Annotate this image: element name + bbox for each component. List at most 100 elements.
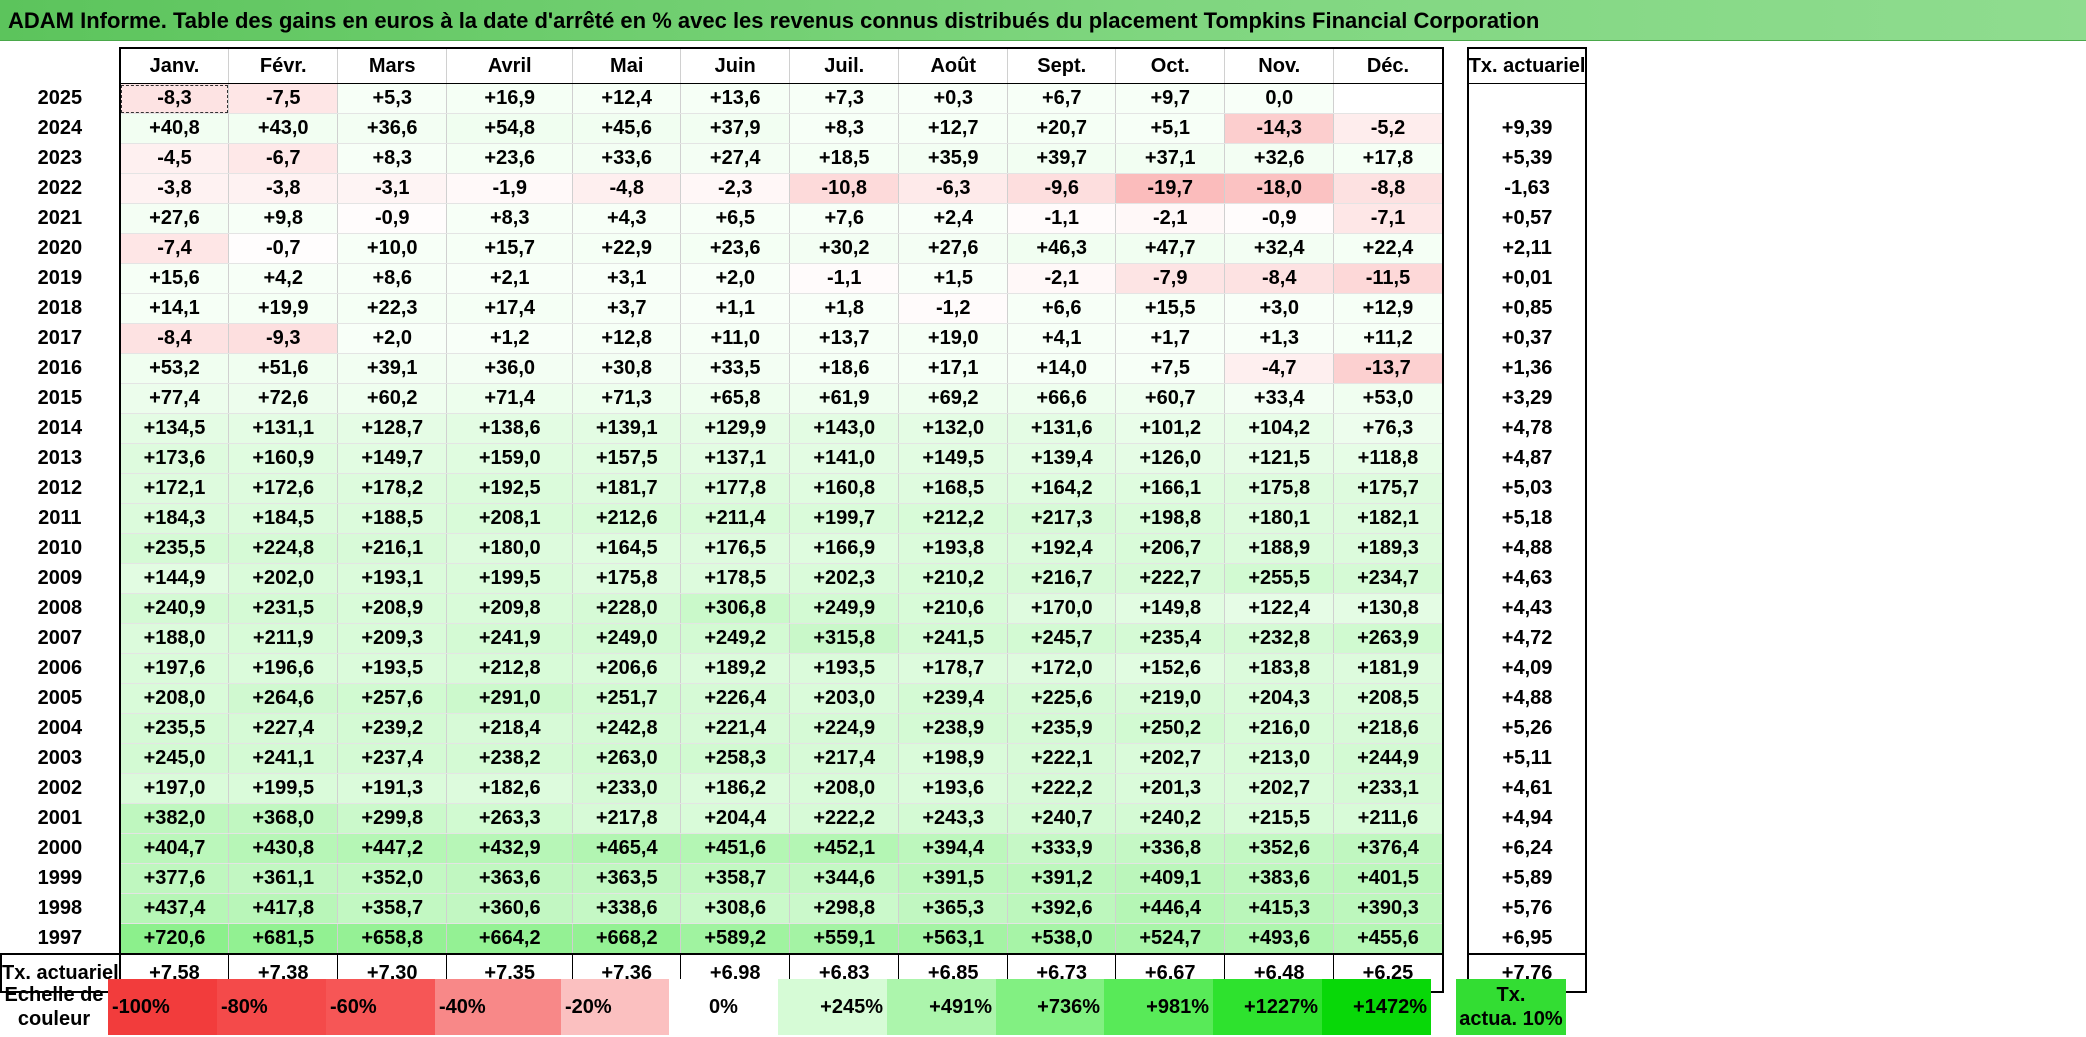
gain-cell: +263,9 bbox=[1333, 623, 1444, 654]
gap-cell bbox=[1443, 714, 1468, 744]
gain-cell: +209,3 bbox=[337, 623, 448, 654]
scale-step: +245% bbox=[778, 979, 887, 1035]
table-row: 2022 -3,8 -3,8 -3,1 -1,9 -4,8 -2,3 -10,8 -6,3 -9,… bbox=[1, 173, 1588, 204]
gain-cell: +217,3 bbox=[1007, 503, 1117, 534]
gain-cell: +37,1 bbox=[1115, 143, 1226, 174]
gap-cell bbox=[1443, 324, 1468, 354]
gain-cell: +333,9 bbox=[1007, 833, 1117, 864]
gain-cell: +8,3 bbox=[337, 143, 448, 174]
gap-cell bbox=[1443, 474, 1468, 504]
gain-cell: +315,8 bbox=[789, 623, 900, 654]
actuarial-swatch: Tx. actua. 10% bbox=[1456, 979, 1566, 1035]
gain-cell: +241,5 bbox=[898, 623, 1009, 654]
gain-cell: +22,3 bbox=[337, 293, 448, 324]
gain-cell: +168,5 bbox=[898, 473, 1009, 504]
table-row: 2000 +404,7 +430,8 +447,2 +432,9 +465,4 +451,6… bbox=[1, 833, 1588, 864]
annual-rate-cell: +9,39 bbox=[1466, 113, 1588, 144]
month-header: Août bbox=[898, 47, 1009, 84]
gain-cell: +263,0 bbox=[572, 743, 682, 774]
gain-cell: +66,6 bbox=[1007, 383, 1117, 414]
gain-cell: +170,0 bbox=[1007, 593, 1117, 624]
gain-cell: -0,7 bbox=[228, 233, 339, 264]
gain-cell: +218,6 bbox=[1333, 713, 1444, 744]
table-row: 2010 +235,5 +224,8 +216,1 +180,0 +164,5 +176,5… bbox=[1, 533, 1588, 564]
year-label: 2025 bbox=[37, 87, 83, 109]
gain-cell: +668,2 bbox=[572, 923, 682, 955]
gain-cell: +69,2 bbox=[898, 383, 1009, 414]
gain-cell: +71,3 bbox=[572, 383, 682, 414]
table-row: 2020 -7,4 -0,7 +10,0 +15,7 +22,9 +23,6 +30,2 +27… bbox=[1, 233, 1588, 264]
gain-cell: +184,5 bbox=[228, 503, 339, 534]
gap-cell bbox=[1443, 744, 1468, 774]
table-row: 2016 +53,2 +51,6 +39,1 +36,0 +30,8 +33,5 +18,6 +… bbox=[1, 353, 1588, 384]
table-row: 2011 +184,3 +184,5 +188,5 +208,1 +212,6 +211,4… bbox=[1, 503, 1588, 534]
scale-step: +736% bbox=[996, 979, 1104, 1035]
gain-cell: +352,0 bbox=[337, 863, 448, 894]
annual-rate-cell: +4,88 bbox=[1466, 683, 1588, 714]
month-header: Janv. bbox=[118, 47, 230, 84]
table-row: 2006 +197,6 +196,6 +193,5 +212,8 +206,6 +189,2… bbox=[1, 653, 1588, 684]
gain-cell: +173,6 bbox=[118, 443, 230, 474]
gain-cell: +17,8 bbox=[1333, 143, 1444, 174]
gap-cell bbox=[1443, 594, 1468, 624]
annual-rate-cell: +5,76 bbox=[1466, 893, 1588, 924]
gain-cell: +217,4 bbox=[789, 743, 900, 774]
gain-cell: +132,0 bbox=[898, 413, 1009, 444]
scale-step: +981% bbox=[1104, 979, 1213, 1035]
scale-step: -100% bbox=[108, 979, 217, 1035]
gain-cell: +447,2 bbox=[337, 833, 448, 864]
gap-cell bbox=[1443, 534, 1468, 564]
gain-cell: +172,0 bbox=[1007, 653, 1117, 684]
gain-cell: +291,0 bbox=[446, 683, 574, 714]
gain-cell: +392,6 bbox=[1007, 893, 1117, 924]
gap-cell bbox=[1443, 444, 1468, 474]
gain-cell: +166,9 bbox=[789, 533, 900, 564]
gain-cell: -10,8 bbox=[789, 173, 900, 204]
table-row: 2024 +40,8 +43,0 +36,6 +54,8 +45,6 +37,9 +8,3 +1… bbox=[1, 113, 1588, 144]
gain-cell: +0,3 bbox=[898, 83, 1009, 114]
gain-cell: +212,6 bbox=[572, 503, 682, 534]
gain-cell: +358,7 bbox=[680, 863, 791, 894]
gain-cell: +1,2 bbox=[446, 323, 574, 354]
gain-cell: +417,8 bbox=[228, 893, 339, 924]
color-scale: Echelle de couleur -100% -80% -60% -40% -20%… bbox=[0, 979, 1566, 1035]
gap-cell bbox=[1443, 414, 1468, 444]
gain-cell: +9,7 bbox=[1115, 83, 1226, 114]
gain-cell: +193,6 bbox=[898, 773, 1009, 804]
gain-cell: +242,8 bbox=[572, 713, 682, 744]
gain-cell: +465,4 bbox=[572, 833, 682, 864]
year-label: 2015 bbox=[37, 387, 83, 409]
gain-cell: +2,0 bbox=[680, 263, 791, 294]
gain-cell: +225,6 bbox=[1007, 683, 1117, 714]
gain-cell: +46,3 bbox=[1007, 233, 1117, 264]
gain-cell: +217,8 bbox=[572, 803, 682, 834]
gain-cell: -13,7 bbox=[1333, 353, 1444, 384]
gain-cell: +2,0 bbox=[337, 323, 448, 354]
gain-cell: +245,0 bbox=[118, 743, 230, 774]
gain-cell: +394,4 bbox=[898, 833, 1009, 864]
gain-cell: +118,8 bbox=[1333, 443, 1444, 474]
gain-cell: +255,5 bbox=[1224, 563, 1335, 594]
scale-step: +1227% bbox=[1213, 979, 1322, 1035]
gain-cell: +144,9 bbox=[118, 563, 230, 594]
gain-cell: +131,1 bbox=[228, 413, 339, 444]
gain-cell: +5,1 bbox=[1115, 113, 1226, 144]
annual-rate-cell: +5,18 bbox=[1466, 503, 1588, 534]
gain-cell: +12,9 bbox=[1333, 293, 1444, 324]
gain-cell: +208,5 bbox=[1333, 683, 1444, 714]
gain-cell: -3,1 bbox=[337, 173, 448, 204]
gain-cell: +6,7 bbox=[1007, 83, 1117, 114]
gain-cell: +17,4 bbox=[446, 293, 574, 324]
gain-cell: +193,5 bbox=[337, 653, 448, 684]
scale-step: -60% bbox=[326, 979, 435, 1035]
gain-cell: +219,0 bbox=[1115, 683, 1226, 714]
gain-cell: -8,4 bbox=[1224, 263, 1335, 294]
gain-cell: +39,7 bbox=[1007, 143, 1117, 174]
gain-cell: +415,3 bbox=[1224, 893, 1335, 924]
gain-cell: +27,6 bbox=[898, 233, 1009, 264]
year-label: 2023 bbox=[37, 147, 83, 169]
annual-rate-cell: +4,61 bbox=[1466, 773, 1588, 804]
gain-cell: +215,5 bbox=[1224, 803, 1335, 834]
table-row: 2007 +188,0 +211,9 +209,3 +241,9 +249,0 +249,2… bbox=[1, 623, 1588, 654]
annual-rate-cell: +4,87 bbox=[1466, 443, 1588, 474]
